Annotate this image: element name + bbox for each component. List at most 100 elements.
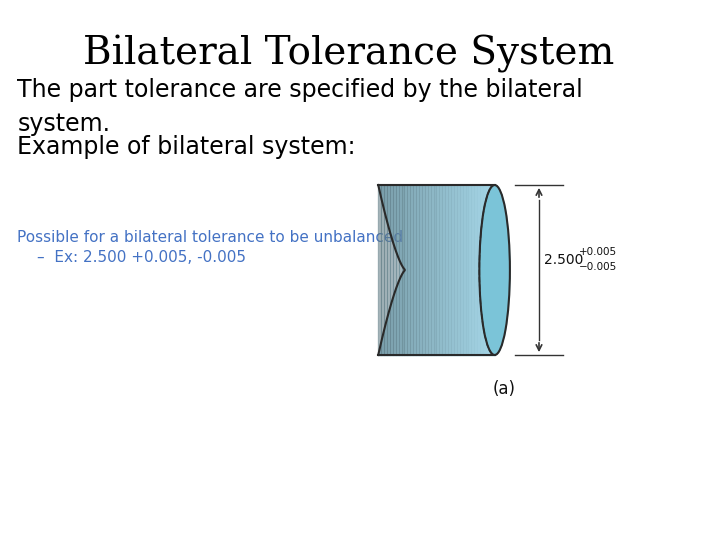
Polygon shape [380, 343, 495, 347]
Polygon shape [442, 185, 445, 355]
Polygon shape [385, 324, 495, 327]
Polygon shape [456, 185, 459, 355]
Text: +0.005: +0.005 [579, 247, 617, 257]
Polygon shape [400, 261, 495, 265]
Ellipse shape [480, 185, 510, 355]
Polygon shape [387, 222, 495, 225]
Polygon shape [387, 219, 495, 222]
Text: The part tolerance are specified by the bilateral
system.: The part tolerance are specified by the … [17, 78, 583, 136]
Polygon shape [486, 185, 489, 355]
Polygon shape [395, 250, 495, 253]
Polygon shape [445, 185, 448, 355]
Polygon shape [483, 185, 486, 355]
Polygon shape [391, 301, 495, 304]
Text: –  Ex: 2.500 +0.005, -0.005: – Ex: 2.500 +0.005, -0.005 [37, 250, 246, 265]
Polygon shape [390, 233, 495, 236]
Polygon shape [382, 338, 495, 341]
Polygon shape [379, 347, 495, 349]
Text: −0.005: −0.005 [579, 262, 617, 272]
Polygon shape [463, 185, 466, 355]
Polygon shape [384, 185, 387, 355]
Polygon shape [389, 309, 495, 313]
Polygon shape [382, 335, 495, 338]
Polygon shape [383, 205, 495, 208]
Polygon shape [439, 185, 442, 355]
Polygon shape [382, 202, 495, 205]
Polygon shape [383, 332, 495, 335]
Polygon shape [393, 242, 495, 245]
Polygon shape [394, 245, 495, 247]
Polygon shape [386, 321, 495, 324]
Polygon shape [380, 193, 495, 197]
Polygon shape [387, 318, 495, 321]
Polygon shape [433, 185, 436, 355]
Polygon shape [381, 185, 384, 355]
Polygon shape [405, 185, 408, 355]
Polygon shape [436, 185, 439, 355]
Polygon shape [378, 185, 495, 188]
Polygon shape [384, 211, 495, 213]
Polygon shape [378, 352, 495, 355]
Text: Bilateral Tolerance System: Bilateral Tolerance System [84, 35, 615, 73]
Polygon shape [416, 185, 419, 355]
Polygon shape [408, 185, 410, 355]
Polygon shape [422, 185, 425, 355]
Polygon shape [384, 329, 495, 332]
Polygon shape [395, 247, 495, 250]
Polygon shape [381, 341, 495, 343]
Polygon shape [395, 290, 495, 293]
Polygon shape [419, 185, 422, 355]
Polygon shape [431, 185, 433, 355]
Polygon shape [381, 197, 495, 199]
Polygon shape [451, 185, 454, 355]
Polygon shape [389, 227, 495, 231]
Polygon shape [388, 313, 495, 315]
Polygon shape [395, 287, 495, 290]
Polygon shape [382, 199, 495, 202]
Polygon shape [390, 307, 495, 309]
Polygon shape [477, 185, 480, 355]
Text: Example of bilateral system:: Example of bilateral system: [17, 135, 356, 159]
Polygon shape [390, 231, 495, 233]
Polygon shape [379, 191, 495, 193]
Polygon shape [400, 275, 495, 279]
Polygon shape [401, 273, 495, 275]
Polygon shape [399, 185, 402, 355]
Polygon shape [397, 284, 495, 287]
Polygon shape [403, 270, 495, 273]
Polygon shape [472, 185, 474, 355]
Polygon shape [466, 185, 469, 355]
Text: Possible for a bilateral tolerance to be unbalanced: Possible for a bilateral tolerance to be… [17, 230, 404, 245]
Polygon shape [390, 185, 393, 355]
Polygon shape [394, 293, 495, 295]
Polygon shape [492, 185, 495, 355]
Polygon shape [378, 185, 381, 355]
Polygon shape [448, 185, 451, 355]
Polygon shape [384, 327, 495, 329]
Polygon shape [428, 185, 431, 355]
Polygon shape [402, 185, 405, 355]
Polygon shape [397, 281, 495, 284]
Polygon shape [387, 315, 495, 318]
Polygon shape [480, 185, 483, 355]
Polygon shape [459, 185, 463, 355]
Polygon shape [384, 208, 495, 211]
Polygon shape [425, 185, 428, 355]
Polygon shape [391, 236, 495, 239]
Polygon shape [403, 267, 495, 270]
Polygon shape [399, 279, 495, 281]
Polygon shape [410, 185, 413, 355]
Text: 2.500: 2.500 [544, 253, 583, 267]
Polygon shape [388, 225, 495, 227]
Polygon shape [413, 185, 416, 355]
Polygon shape [385, 213, 495, 216]
Polygon shape [393, 185, 396, 355]
Polygon shape [397, 253, 495, 256]
Polygon shape [399, 259, 495, 261]
Polygon shape [386, 216, 495, 219]
Polygon shape [392, 298, 495, 301]
Text: (a): (a) [492, 380, 516, 398]
Polygon shape [379, 188, 495, 191]
Polygon shape [393, 295, 495, 298]
Polygon shape [397, 256, 495, 259]
